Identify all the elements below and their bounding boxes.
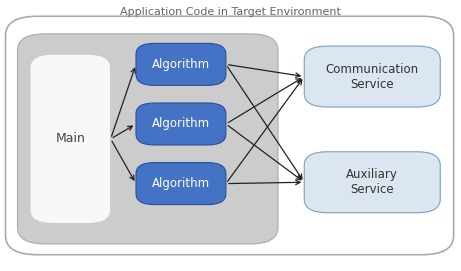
Text: Main: Main — [55, 133, 85, 145]
Text: Algorithm: Algorithm — [152, 177, 210, 190]
Text: Auxiliary
Service: Auxiliary Service — [346, 168, 398, 196]
FancyBboxPatch shape — [136, 103, 226, 145]
FancyBboxPatch shape — [136, 43, 226, 85]
Text: Application Code in Target Environment: Application Code in Target Environment — [120, 7, 341, 17]
Text: Algorithm: Algorithm — [152, 118, 210, 130]
FancyBboxPatch shape — [136, 163, 226, 205]
Text: Communication
Service: Communication Service — [325, 63, 419, 91]
FancyBboxPatch shape — [18, 34, 278, 244]
Text: Algorithm: Algorithm — [152, 58, 210, 71]
FancyBboxPatch shape — [304, 46, 440, 107]
FancyBboxPatch shape — [6, 16, 454, 255]
FancyBboxPatch shape — [30, 54, 111, 224]
FancyBboxPatch shape — [304, 152, 440, 213]
